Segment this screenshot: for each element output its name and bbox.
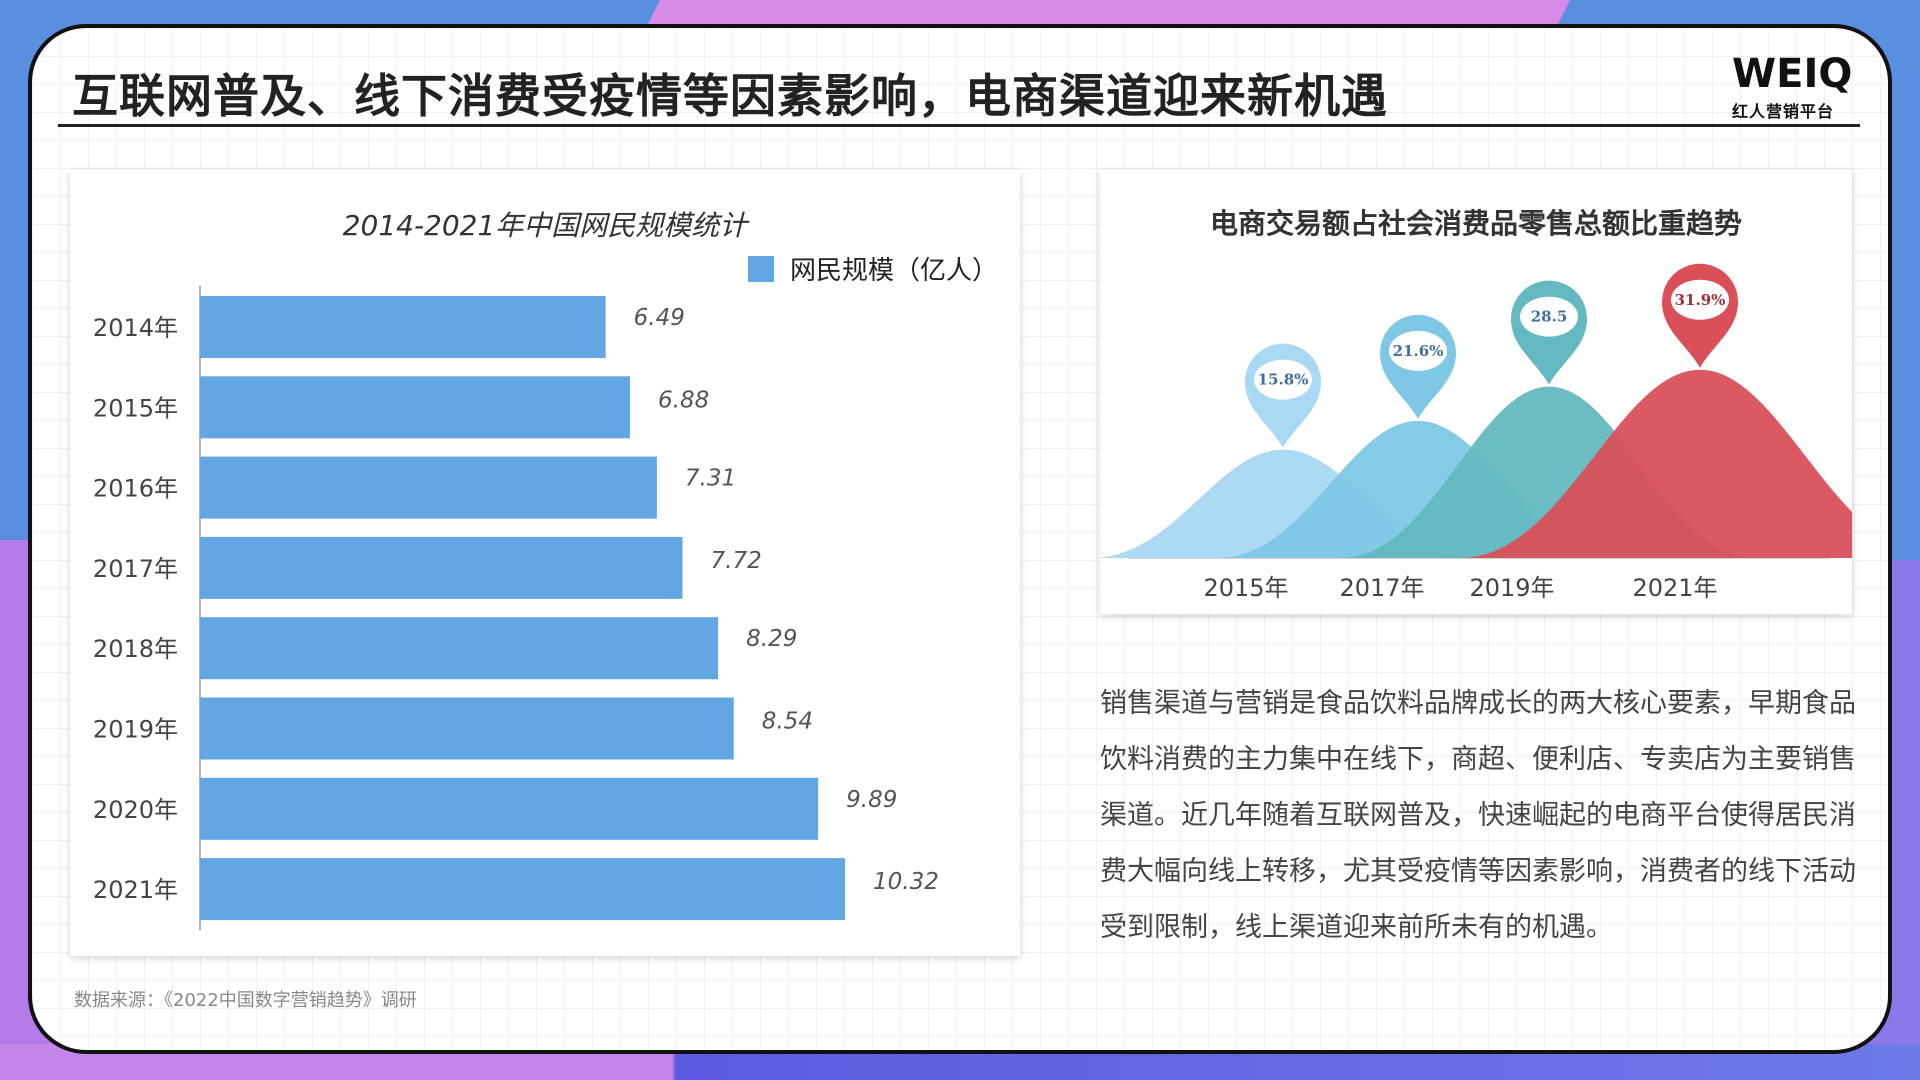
- bar-value-label: 9.89: [846, 787, 897, 813]
- logo-subtitle: 红人营销平台: [1732, 102, 1835, 121]
- area-hill: [1460, 369, 1852, 558]
- area-category-label: 2017年: [1339, 574, 1424, 602]
- pin-value-label: 21.6%: [1393, 342, 1444, 360]
- area-chart-title: 电商交易额占社会消费品零售总额比重趋势: [1209, 207, 1742, 240]
- bar-chart-title: 2014-2021年中国网民规模统计: [342, 209, 748, 242]
- slide-title: 互联网普及、线下消费受疫情等因素影响，电商渠道迎来新机遇: [72, 69, 1388, 123]
- description-paragraph: 销售渠道与营销是食品饮料品牌成长的两大核心要素，早期食品饮料消费的主力集中在线下…: [1100, 688, 1856, 943]
- area-category-label: 2021年: [1632, 574, 1717, 602]
- area-chart-panel: 电商交易额占社会消费品零售总额比重趋势 15.8% 2015年 21.6% 2017年…: [1100, 170, 1852, 614]
- bar: [200, 858, 845, 921]
- pin-inner-circle: [1254, 359, 1312, 400]
- bar: [200, 536, 683, 599]
- data-source-note: 数据来源：《2022中国数字营销趋势》调研: [74, 990, 417, 1011]
- pin-value-label: 28.5: [1531, 308, 1568, 326]
- bar-value-label: 6.88: [658, 387, 709, 413]
- bar-category-label: 2015年: [93, 394, 178, 422]
- bar-category-label: 2018年: [93, 635, 178, 663]
- bar-value-label: 7.31: [685, 466, 736, 492]
- bar-category-label: 2021年: [93, 876, 178, 904]
- bar-category-label: 2016年: [93, 475, 178, 503]
- bar: [200, 376, 630, 439]
- bar: [200, 456, 657, 519]
- bar-value-label: 7.72: [711, 548, 762, 574]
- bar-chart-legend: 网民规模（亿人）: [748, 250, 998, 287]
- bar-value-label: 10.32: [873, 869, 939, 895]
- pin-value-label: 31.9%: [1675, 291, 1726, 309]
- bar-value-label: 8.54: [762, 709, 813, 735]
- bar-value-label: 8.29: [746, 626, 797, 652]
- pin-inner-circle: [1671, 279, 1729, 320]
- bar: [200, 296, 606, 358]
- bar-category-label: 2020年: [93, 796, 178, 824]
- legend-swatch: [748, 255, 774, 282]
- title-underline: [58, 124, 1860, 127]
- area-category-label: 2019年: [1469, 574, 1554, 602]
- pin-inner-circle: [1389, 330, 1447, 371]
- pin-value-label: 15.8%: [1258, 371, 1309, 389]
- bar-value-label: 6.49: [634, 305, 685, 331]
- bar-chart-svg: 2014年 6.49 2015年 6.88 2016年 7.31 2017年 7.72 2018…: [93, 286, 939, 930]
- pin-inner-circle: [1520, 296, 1578, 337]
- area-category-label: 2015年: [1203, 574, 1288, 602]
- bar-chart-panel: 2014-2021年中国网民规模统计 网民规模（亿人） 2014年 6.49 201…: [70, 170, 1020, 956]
- bar: [200, 697, 734, 760]
- weiq-logo: WEIQ 红人营销平台: [1732, 52, 1860, 122]
- bar-category-label: 2019年: [93, 716, 178, 744]
- bar: [200, 617, 719, 680]
- area-chart-svg: 15.8% 2015年 21.6% 2017年 28.5 2019年 31.9% 2021年: [1100, 263, 1852, 602]
- bar-category-label: 2014年: [93, 314, 178, 342]
- bar: [200, 777, 819, 840]
- logo-main-text: WEIQ: [1732, 51, 1853, 97]
- legend-label: 网民规模（亿人）: [790, 256, 999, 286]
- bar-category-label: 2017年: [93, 555, 178, 583]
